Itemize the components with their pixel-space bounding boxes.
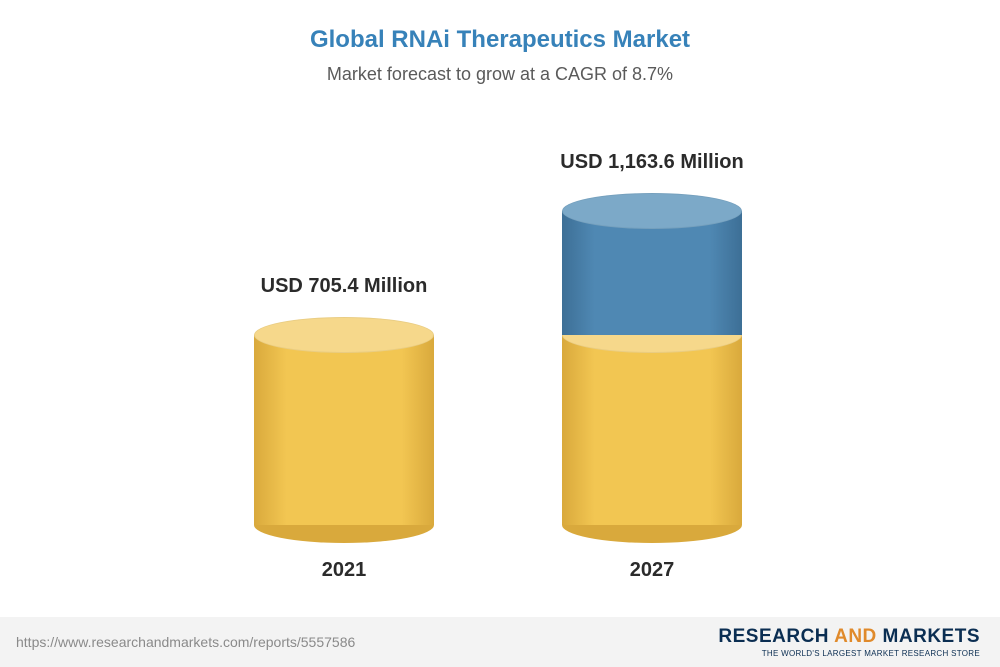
cylinder-segment [562, 211, 742, 335]
footer: https://www.researchandmarkets.com/repor… [0, 617, 1000, 667]
chart-subtitle: Market forecast to grow at a CAGR of 8.7… [0, 54, 1000, 85]
cylinder-segment [562, 335, 742, 525]
bar-value-label: USD 705.4 Million [214, 275, 474, 298]
logo-tagline: THE WORLD'S LARGEST MARKET RESEARCH STOR… [718, 649, 980, 658]
cylinder-bar [562, 211, 742, 525]
cylinder-top [562, 193, 742, 229]
chart-title: Global RNAi Therapeutics Market [0, 0, 1000, 54]
logo-word-2: AND [834, 626, 877, 647]
bar-year-label: 2027 [592, 559, 712, 582]
brand-logo: RESEARCH AND MARKETS THE WORLD'S LARGEST… [718, 626, 980, 658]
bar-value-label: USD 1,163.6 Million [522, 151, 782, 174]
footer-url: https://www.researchandmarkets.com/repor… [16, 634, 355, 650]
chart-area: USD 705.4 Million2021USD 1,163.6 Million… [0, 125, 1000, 545]
logo-word-1: RESEARCH [718, 626, 829, 647]
logo-main: RESEARCH AND MARKETS [718, 626, 980, 648]
cylinder-top [254, 317, 434, 353]
cylinder-bar [254, 335, 434, 525]
bar-year-label: 2021 [284, 559, 404, 582]
cylinder-segment [254, 335, 434, 525]
logo-word-3: MARKETS [883, 626, 980, 647]
